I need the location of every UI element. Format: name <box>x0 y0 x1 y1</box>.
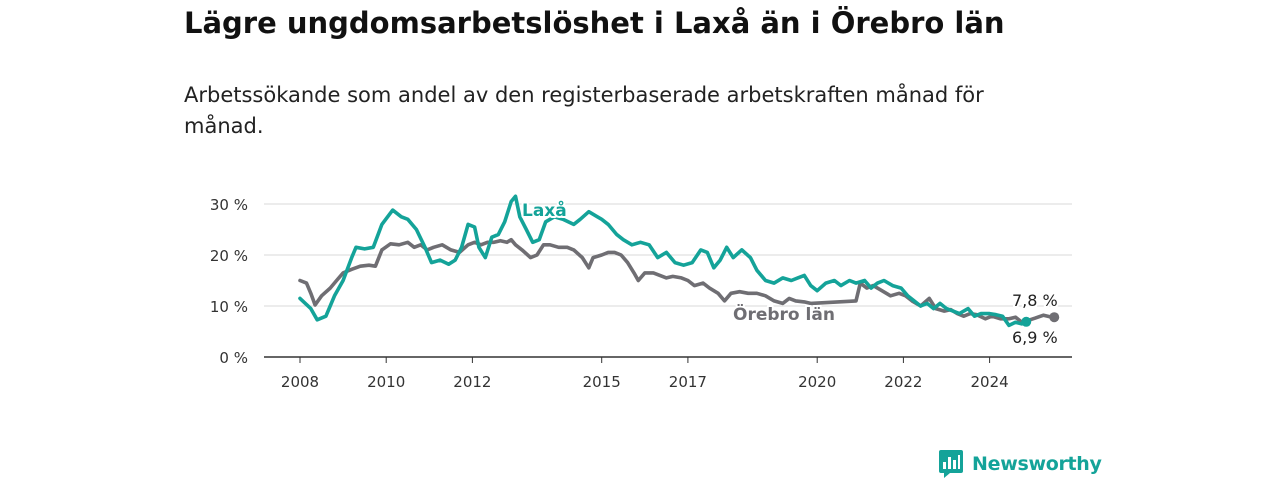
series-line-laxa <box>298 194 1028 328</box>
x-tick-label: 2012 <box>453 373 491 391</box>
y-tick-label: 0 % <box>219 349 248 367</box>
x-tick-label: 2015 <box>583 373 621 391</box>
series-end-point <box>1049 312 1060 323</box>
x-tick-label: 2020 <box>798 373 836 391</box>
y-tick-label: 10 % <box>210 298 248 316</box>
series-label-laxa: Laxå <box>522 199 567 221</box>
series-label-orebro-lan: Örebro län <box>733 303 835 325</box>
end-value-label-orebro-lan: 7,8 % <box>1012 291 1058 310</box>
y-axis: 0 % 10 % 20 % 30 % <box>210 196 248 367</box>
x-tick-label: 2024 <box>971 373 1009 391</box>
chart-subtitle: Arbetssökande som andel av den registerb… <box>184 83 984 138</box>
series-line-orebro-lan <box>298 237 1057 325</box>
series-lines <box>298 194 1060 328</box>
line-chart: 0 % 10 % 20 % 30 % 2008 2010 2012 2015 2017 2020… <box>210 194 1072 391</box>
gridlines <box>264 203 1072 358</box>
y-tick-label: 20 % <box>210 247 248 265</box>
x-tick-label: 2010 <box>367 373 405 391</box>
x-axis: 2008 2010 2012 2015 2017 2020 2022 2024 <box>281 357 1009 391</box>
chart-title: Lägre ungdomsarbetslöshet i Laxå än i Ör… <box>184 6 1005 40</box>
series-labels: Laxå Örebro län 7,8 % 6,9 % <box>520 197 1060 349</box>
x-tick-label: 2017 <box>669 373 707 391</box>
end-value-label-laxa: 6,9 % <box>1012 328 1058 347</box>
y-tick-label: 30 % <box>210 196 248 214</box>
series-end-point <box>1021 316 1032 327</box>
x-tick-label: 2022 <box>884 373 922 391</box>
x-tick-label: 2008 <box>281 373 319 391</box>
brand-logo[interactable]: Newsworthy <box>938 448 1102 480</box>
newsworthy-logo-icon <box>939 450 963 478</box>
brand-name: Newsworthy <box>972 453 1102 475</box>
